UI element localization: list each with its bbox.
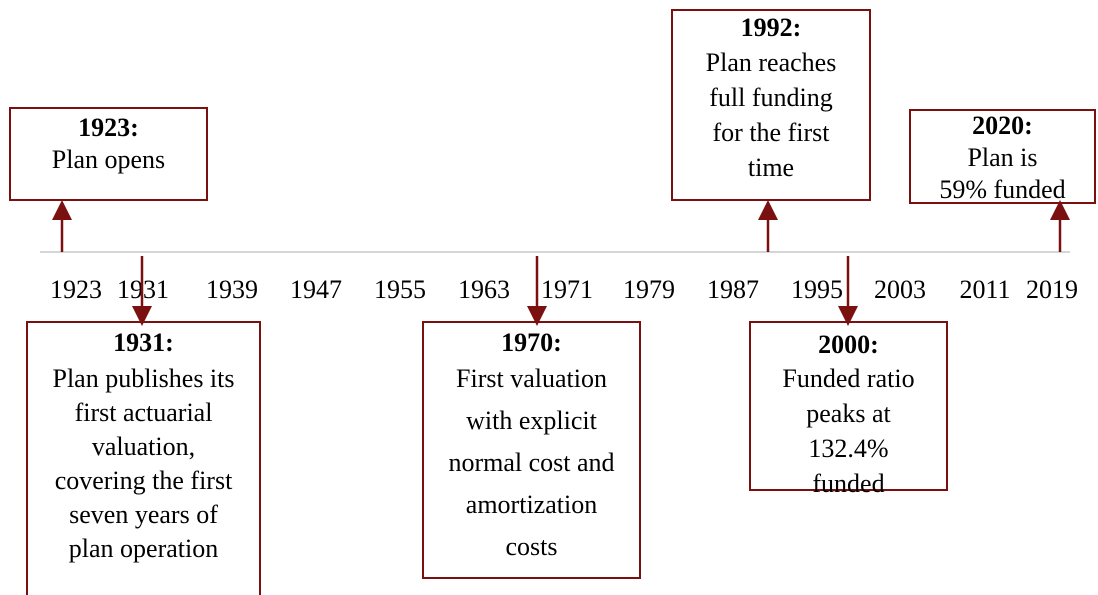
event-text: amortization xyxy=(466,490,597,519)
event-text: covering the first xyxy=(55,466,233,495)
event-title: 2000: xyxy=(818,330,879,359)
tick-label: 1995 xyxy=(791,275,843,304)
event-text: seven years of xyxy=(69,500,218,529)
event-title: 1992: xyxy=(741,13,802,42)
event-box xyxy=(909,109,1096,204)
event-text: plan operation xyxy=(69,534,218,563)
event-text: Plan reaches xyxy=(706,48,837,77)
event-text: full funding xyxy=(709,83,833,112)
event-text: costs xyxy=(506,532,558,561)
event-text: for the first xyxy=(713,118,831,147)
tick-label: 1923 xyxy=(50,275,102,304)
tick-label: 1947 xyxy=(290,275,342,304)
event-text: time xyxy=(748,153,794,182)
event-text: valuation, xyxy=(92,432,195,461)
tick-label: 1939 xyxy=(206,275,258,304)
event-text: peaks at xyxy=(806,399,891,428)
event-box xyxy=(671,9,871,201)
event-text: Plan opens xyxy=(52,145,165,174)
event-box xyxy=(9,107,208,201)
event-title: 1931: xyxy=(113,328,174,357)
event-box xyxy=(749,321,948,491)
event-text: funded xyxy=(812,469,884,498)
event-text: 132.4% xyxy=(808,434,888,463)
event-text: first actuarial xyxy=(75,398,213,427)
event-title: 1923: xyxy=(78,113,139,142)
event-title: 2020: xyxy=(972,111,1033,140)
event-text: Plan publishes its xyxy=(52,364,234,393)
tick-label: 2019 xyxy=(1026,275,1078,304)
tick-label: 1955 xyxy=(374,275,426,304)
event-text: with explicit xyxy=(466,406,597,435)
event-text: Funded ratio xyxy=(782,364,914,393)
tick-label: 2003 xyxy=(874,275,926,304)
event-title: 1970: xyxy=(501,328,562,357)
event-text: First valuation xyxy=(456,364,607,393)
tick-label: 1971 xyxy=(541,275,593,304)
tick-label: 1987 xyxy=(707,275,759,304)
tick-label: 2011 xyxy=(959,275,1010,304)
event-text: 59% funded xyxy=(939,175,1065,204)
event-text: normal cost and xyxy=(448,448,614,477)
tick-label: 1979 xyxy=(623,275,675,304)
event-box xyxy=(422,321,641,579)
event-text: Plan is xyxy=(967,143,1037,172)
tick-label: 1963 xyxy=(458,275,510,304)
